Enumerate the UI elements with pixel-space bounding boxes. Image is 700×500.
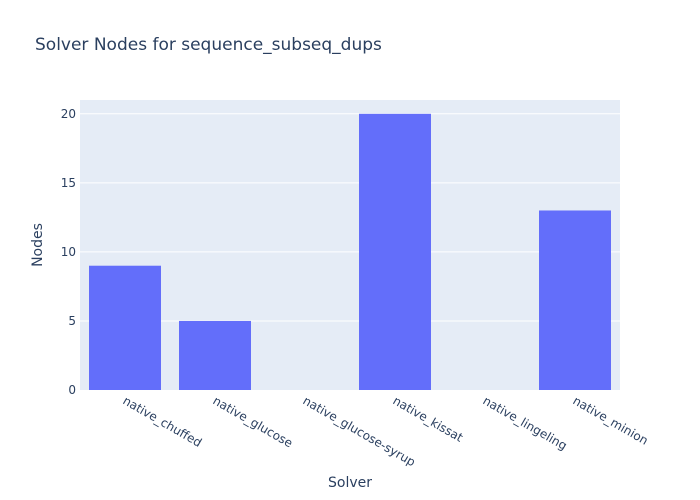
x-tick-labels: native_chuffed native_glucose native_gluco… — [121, 393, 651, 469]
bars — [89, 113, 611, 391]
x-axis-title: Solver — [328, 475, 372, 491]
x-tick-label: native_lingeling — [481, 393, 570, 452]
x-tick-label: native_glucose — [211, 393, 296, 450]
bar-native_kissat — [359, 113, 431, 391]
x-tick-label: native_chuffed — [121, 393, 205, 449]
y-axis-title: Nodes — [30, 223, 46, 267]
bar-native_chuffed — [89, 265, 161, 390]
y-gridlines — [80, 113, 620, 322]
y-tick-labels: 0 5 10 15 20 — [61, 107, 76, 397]
y-tick-label: 15 — [61, 176, 76, 190]
plot-area — [80, 100, 620, 390]
x-tick-label: native_minion — [571, 393, 651, 447]
bar-native_glucose — [179, 320, 251, 390]
y-tick-label: 0 — [68, 383, 76, 397]
y-tick-label: 20 — [61, 107, 76, 121]
x-tick-label: native_kissat — [391, 393, 466, 444]
y-tick-label: 10 — [61, 245, 76, 259]
chart-title: Solver Nodes for sequence_subseq_dups — [35, 35, 382, 55]
y-tick-label: 5 — [68, 314, 76, 328]
bar-native_minion — [539, 210, 611, 390]
